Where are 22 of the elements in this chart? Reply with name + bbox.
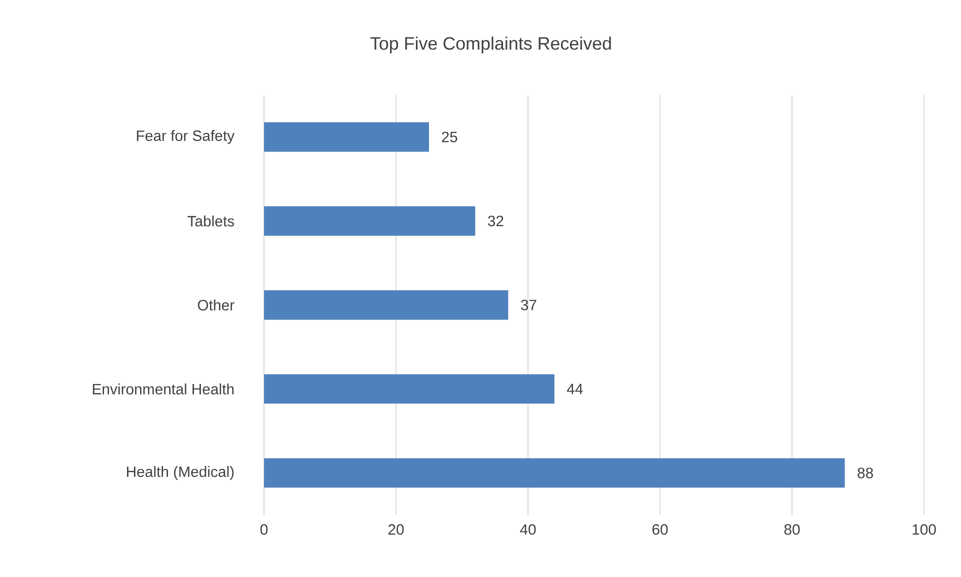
x-tick-label: 100 [912,524,936,535]
y-tick-label: Environmental Health [92,384,234,394]
x-tick-label: 40 [520,524,536,535]
y-tick-label: Health (Medical) [127,466,234,480]
bar [264,458,845,488]
data-label: 32 [488,216,504,226]
x-tick-label: 60 [652,524,668,535]
x-tick-label: 0 [260,524,268,535]
chart-title: Top Five Complaints Received [370,36,611,54]
y-tick-label: Other [198,300,234,310]
y-tick-label: Tablets [188,216,234,226]
x-tick-label: 20 [388,524,404,535]
bar [264,290,508,320]
data-label: 37 [520,300,536,310]
data-label: 25 [442,132,458,142]
bar [264,206,476,236]
bar [264,122,430,152]
data-label: 88 [858,468,873,478]
data-label: 44 [566,384,583,394]
bar [264,374,554,404]
x-tick-label: 80 [784,524,800,535]
y-tick-label: Fear for Safety [136,130,235,144]
